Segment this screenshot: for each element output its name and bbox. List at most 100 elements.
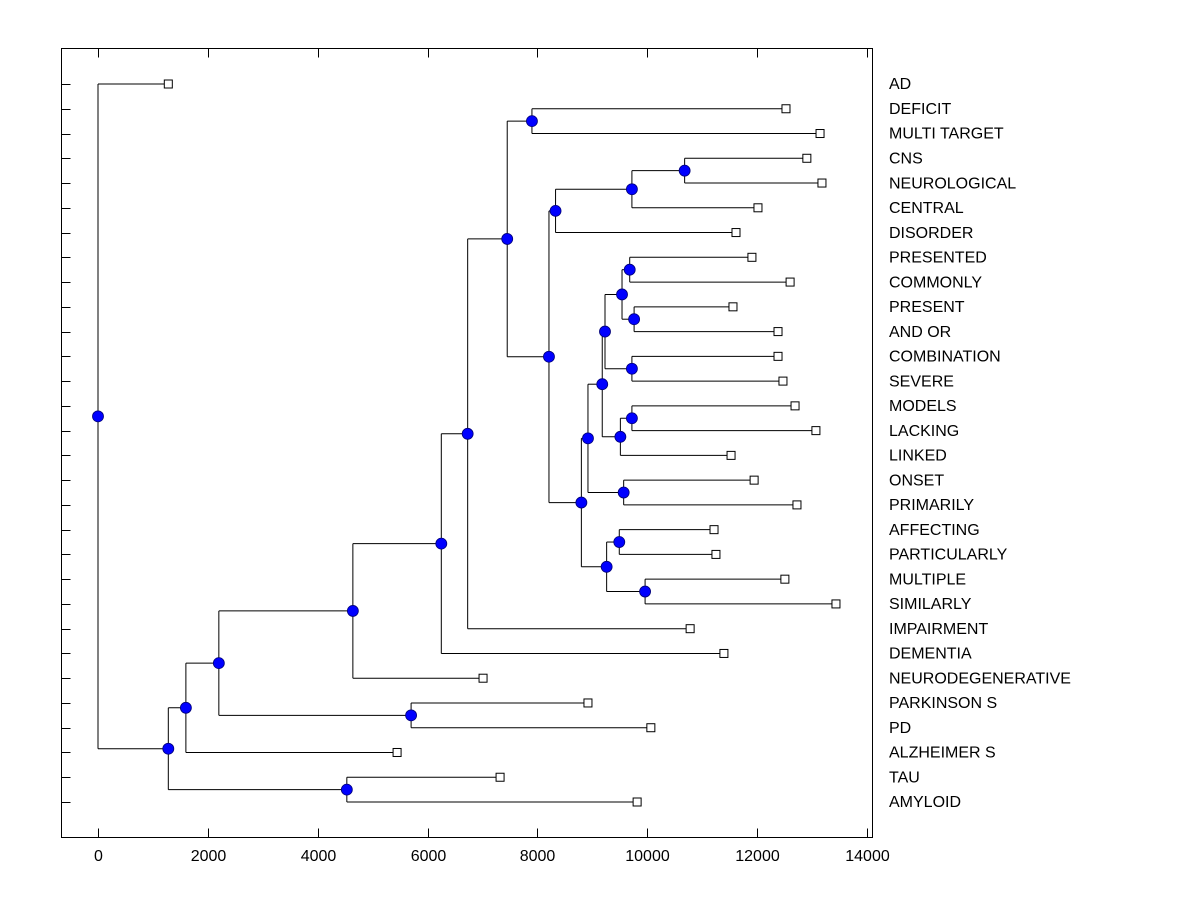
leaf-label: NEURODEGENERATIVE	[889, 670, 1071, 687]
merge-node	[626, 412, 638, 425]
leaf-marker	[728, 302, 738, 312]
leaf-label: SIMILARLY	[889, 596, 972, 613]
leaf-marker	[773, 327, 783, 337]
leaf-label: ALZHEIMER S	[889, 745, 996, 762]
leaf-label: COMMONLY	[889, 274, 982, 291]
leaf-label: DEMENTIA	[889, 646, 972, 663]
merge-node	[346, 605, 359, 617]
leaf-markers	[163, 79, 841, 807]
leaf-marker	[685, 624, 695, 634]
leaf-label: SEVERE	[889, 373, 954, 390]
leaf-label: TAU	[889, 769, 920, 786]
leaf-marker	[778, 376, 788, 386]
leaf-label: AMYLOID	[889, 794, 961, 811]
merge-node	[678, 164, 691, 177]
leaf-marker	[785, 277, 795, 287]
merge-node	[435, 537, 448, 550]
leaf-label: MULTIPLE	[889, 571, 966, 588]
leaf-labels: AD DEFICIT MULTI TARGET CNS NEUROLOGICAL CENT…	[889, 76, 1071, 811]
leaf-marker	[831, 599, 841, 609]
x-tick-label: 10000	[625, 848, 670, 865]
merge-node	[405, 709, 417, 722]
leaf-label: NEUROLOGICAL	[889, 175, 1016, 192]
merge-node	[600, 560, 613, 573]
leaf-label: PARTICULARLY	[889, 547, 1008, 564]
leaf-label: AFFECTING	[889, 522, 980, 539]
leaf-marker	[815, 129, 825, 139]
merge-node	[639, 585, 651, 598]
leaf-marker	[731, 228, 741, 238]
root-node	[92, 410, 104, 423]
merge-node	[549, 204, 562, 217]
leaf-label: PRESENT	[889, 299, 965, 316]
leaf-label: COMBINATION	[889, 349, 1001, 366]
merge-node	[616, 288, 628, 301]
merge-node	[179, 701, 192, 714]
leaf-marker	[749, 475, 759, 485]
merge-node	[526, 115, 538, 128]
plot-frame	[61, 48, 873, 838]
leaf-marker	[780, 574, 790, 584]
leaf-marker	[773, 351, 783, 361]
x-tick-label: 2000	[191, 848, 227, 865]
leaf-label: PARKINSON S	[889, 695, 997, 712]
merge-node	[613, 536, 626, 548]
merge-node	[461, 427, 474, 440]
leaf-label: MODELS	[889, 398, 957, 415]
leaf-label: CNS	[889, 150, 923, 167]
merge-node	[212, 657, 225, 670]
leaf-label: PRIMARILY	[889, 497, 974, 514]
merge-node	[596, 378, 609, 391]
y-ticks	[61, 84, 71, 803]
leaf-label: ONSET	[889, 472, 944, 489]
x-tick-label: 0	[94, 848, 103, 865]
leaf-label: PD	[889, 720, 911, 737]
leaf-marker	[817, 178, 827, 188]
leaf-marker	[495, 772, 505, 782]
merge-node	[582, 432, 594, 445]
merge-node	[626, 183, 638, 196]
leaf-marker	[811, 426, 821, 436]
x-tick-label: 4000	[301, 848, 337, 865]
leaf-marker	[583, 698, 593, 708]
leaf-marker	[719, 648, 729, 658]
leaf-marker	[392, 747, 402, 757]
leaf-marker	[709, 525, 719, 535]
leaf-marker	[478, 673, 488, 683]
x-axis: 0 2000 4000 6000 8000 10000 12000 14000	[94, 48, 890, 865]
leaf-label: IMPAIRMENT	[889, 621, 988, 638]
merge-node	[599, 325, 611, 338]
merge-node	[628, 313, 641, 326]
leaf-label: DEFICIT	[889, 101, 951, 118]
x-tick-label: 8000	[520, 848, 556, 865]
leaf-label: LACKING	[889, 423, 959, 440]
merge-node	[617, 486, 630, 499]
x-tick-label: 12000	[735, 848, 780, 865]
leaf-label: AD	[889, 76, 911, 93]
leaf-label: MULTI TARGET	[889, 126, 1004, 143]
leaf-marker	[747, 252, 757, 262]
leaf-marker	[753, 203, 763, 213]
x-tick-label: 14000	[845, 848, 890, 865]
merge-node	[162, 742, 175, 755]
leaf-marker	[802, 153, 812, 163]
merge-node	[626, 362, 638, 375]
leaf-marker	[726, 450, 736, 460]
merge-nodes	[92, 115, 691, 796]
leaf-marker	[163, 79, 173, 89]
leaf-label: AND OR	[889, 324, 951, 341]
leaf-marker	[632, 797, 642, 807]
merge-node	[623, 263, 636, 276]
leaf-marker	[646, 723, 656, 733]
merge-node	[340, 783, 353, 796]
leaf-marker	[781, 104, 791, 114]
leaf-marker	[790, 401, 800, 411]
leaf-label: DISORDER	[889, 225, 973, 242]
merge-node	[575, 496, 588, 509]
merge-node	[614, 430, 627, 443]
merge-node	[543, 350, 555, 363]
x-tick-label: 6000	[411, 848, 447, 865]
leaf-label: PRESENTED	[889, 250, 987, 267]
leaf-label: LINKED	[889, 448, 947, 465]
